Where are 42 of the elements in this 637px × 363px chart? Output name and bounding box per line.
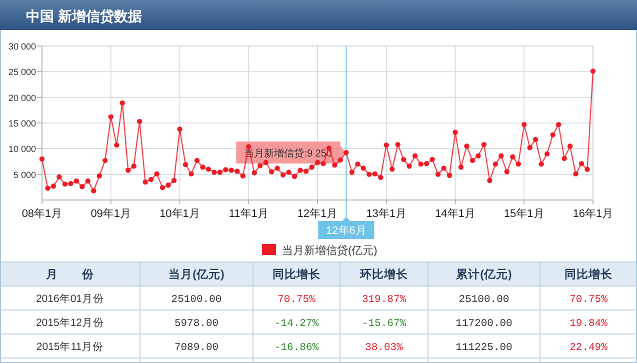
x-tick-label: 08年1月 [22, 208, 62, 220]
text: 5978.00 [174, 318, 219, 330]
text: 环比增长 [359, 267, 409, 281]
x-tick-label: 16年1月 [572, 208, 614, 220]
text: 70.75% [570, 294, 608, 306]
text: 累计(亿元) [455, 267, 512, 281]
text: 38.03% [365, 342, 404, 354]
text: 19.84% [570, 318, 608, 330]
y-tick-label: 20 000 [8, 92, 36, 103]
legend-label: 当月新增信贷(亿元) [282, 244, 378, 257]
text: 22.49% [570, 342, 608, 354]
text: 2015年11月份 [36, 341, 104, 353]
text: 25100.00 [171, 294, 222, 306]
ref-line-label: 12年6月 [326, 225, 366, 237]
x-tick-label: 10年1月 [160, 208, 200, 220]
x-tick-label: 12年1月 [297, 208, 338, 220]
text: 2016年01月份 [36, 293, 104, 305]
x-tick-label: 14年1月 [435, 208, 476, 220]
y-tick-label: 10 000 [8, 144, 36, 154]
text: 70.75% [278, 294, 316, 306]
x-tick-label: 15年1月 [504, 208, 544, 220]
x-tick-label: 11年1月 [228, 208, 268, 220]
y-tick-label: 15 000 [8, 118, 36, 128]
text: 319.87% [362, 294, 407, 306]
y-tick-label: 25 000 [8, 67, 36, 78]
text: 25100.00 [458, 294, 510, 306]
y-tick-label: 30 000 [8, 42, 36, 52]
text: 2015年12月份 [36, 317, 104, 329]
x-tick-label: 09年1月 [90, 208, 132, 220]
text: 当月(亿元) [168, 267, 224, 281]
text: 117200.00 [456, 318, 512, 330]
text: 同比增长 [272, 267, 322, 281]
text: -15.67% [362, 318, 407, 330]
y-tick-label: 5 000 [13, 170, 36, 180]
text: 7089.00 [174, 342, 219, 354]
x-tick-label: 13年1月 [366, 208, 407, 220]
text: 月 份 [45, 268, 95, 281]
text: -14.27% [274, 318, 320, 330]
text: -16.86% [274, 342, 320, 354]
text: 同比增长 [564, 267, 614, 281]
text: 111225.00 [456, 342, 512, 354]
chart-title: 中国 新增信贷数据 [26, 8, 142, 24]
